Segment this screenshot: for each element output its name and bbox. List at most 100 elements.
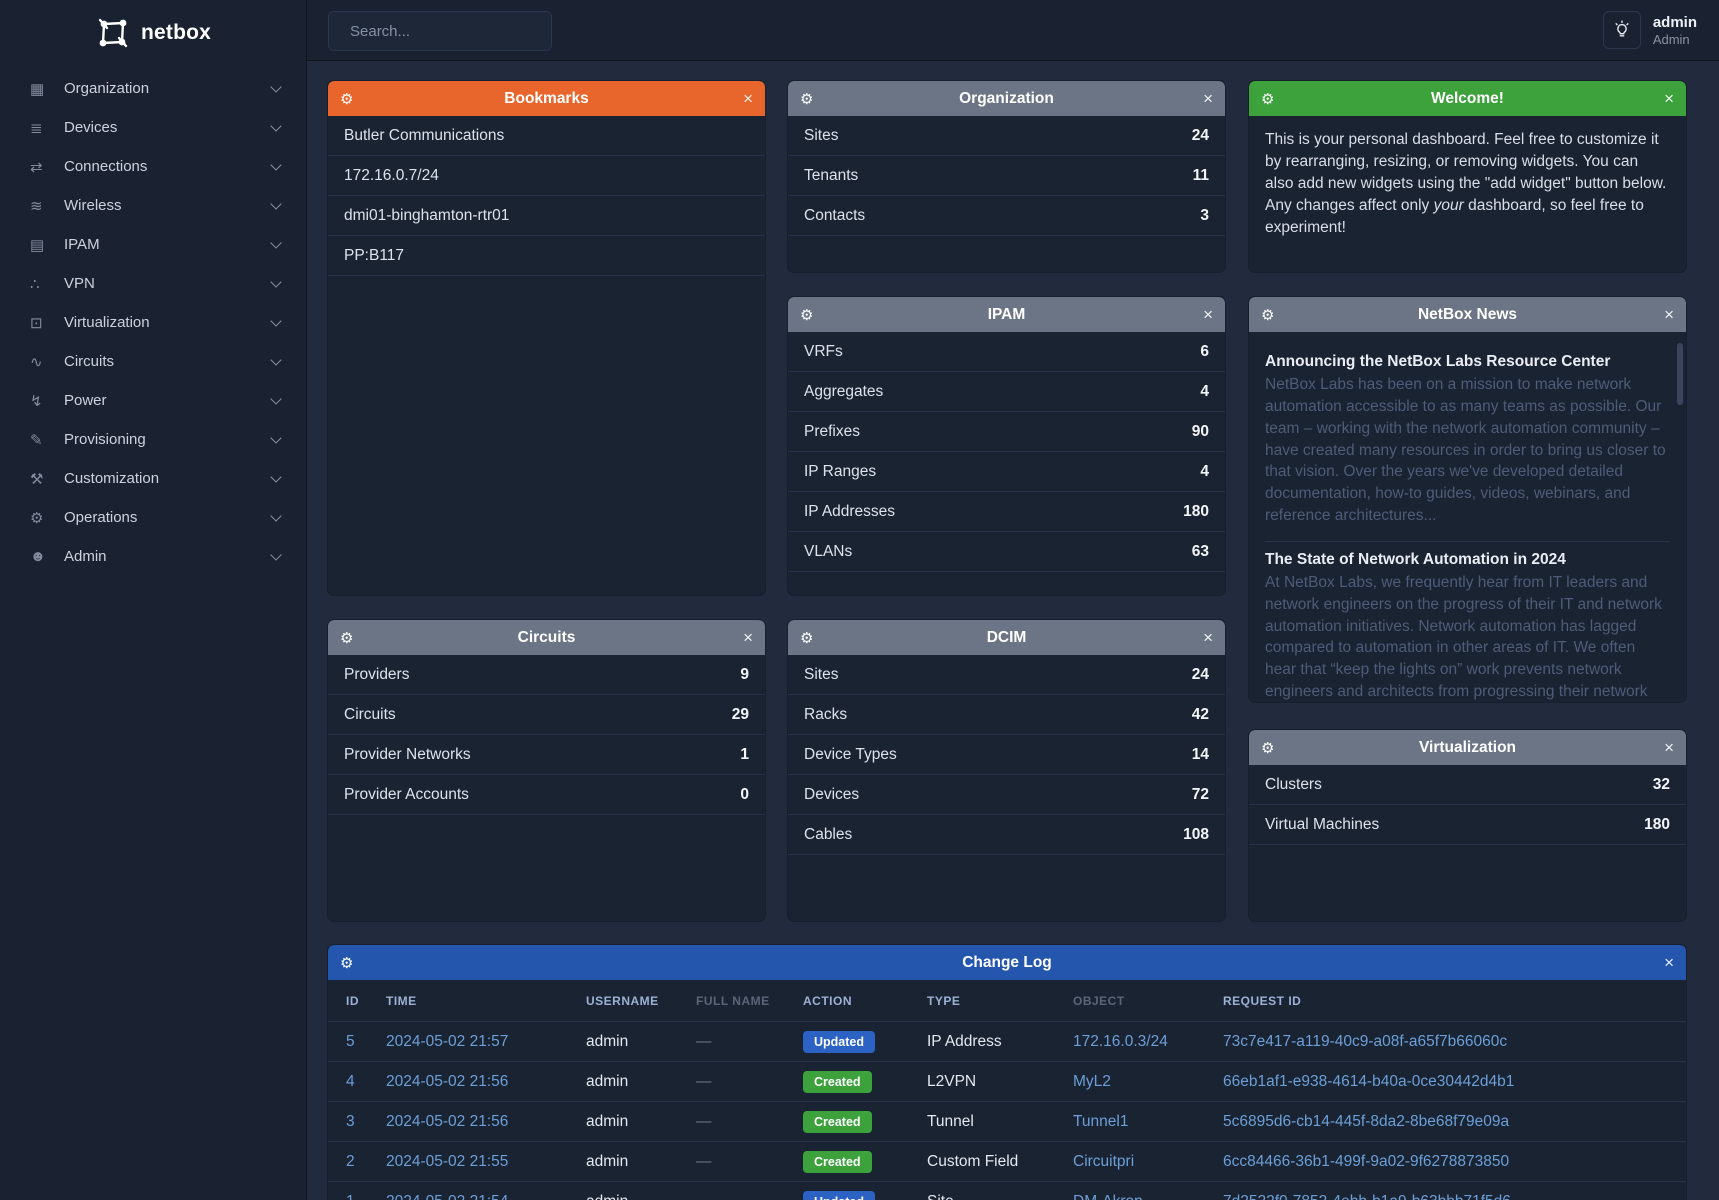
lightbulb-icon <box>1615 20 1629 37</box>
user-meta[interactable]: admin Admin <box>1653 14 1697 47</box>
stat-label[interactable]: IP Ranges <box>804 462 877 480</box>
changelog-request-id-link[interactable]: 5c6895d6-cb14-445f-8da2-8be68f79e09a <box>1223 1112 1510 1130</box>
changelog-header: ⚙ Change Log × <box>328 945 1686 980</box>
stat-label[interactable]: Sites <box>804 126 839 144</box>
gear-icon[interactable]: ⚙ <box>1261 90 1275 108</box>
sidebar-item-provisioning[interactable]: ✎ Provisioning <box>0 420 306 459</box>
gear-icon[interactable]: ⚙ <box>800 629 814 647</box>
sidebar-item-ipam[interactable]: ▤ IPAM <box>0 225 306 264</box>
close-icon[interactable]: × <box>743 628 753 647</box>
column-header[interactable]: TIME <box>386 993 417 1008</box>
changelog-id-link[interactable]: 1 <box>346 1193 386 1200</box>
gear-icon[interactable]: ⚙ <box>340 629 354 647</box>
stat-label[interactable]: Devices <box>804 785 860 803</box>
close-icon[interactable]: × <box>1664 953 1674 972</box>
stat-label[interactable]: IP Addresses <box>804 502 896 520</box>
action-badge: Created <box>803 1150 872 1173</box>
stat-value: 6 <box>1200 342 1209 360</box>
scrollbar-thumb[interactable] <box>1677 343 1683 405</box>
sidebar-item-wireless[interactable]: ≋ Wireless <box>0 186 306 225</box>
changelog-time-link[interactable]: 2024-05-02 21:54 <box>386 1193 586 1200</box>
gear-icon[interactable]: ⚙ <box>800 90 814 108</box>
stat-label[interactable]: Clusters <box>1265 775 1322 793</box>
search-input[interactable] <box>350 22 549 40</box>
changelog-time-link[interactable]: 2024-05-02 21:55 <box>386 1152 509 1170</box>
stat-label[interactable]: VLANs <box>804 542 853 560</box>
sidebar-item-power[interactable]: ↯ Power <box>0 381 306 420</box>
column-header[interactable]: USERNAME <box>586 993 659 1008</box>
stat-label[interactable]: Prefixes <box>804 422 860 440</box>
sidebar-item-circuits[interactable]: ∿ Circuits <box>0 342 306 381</box>
stat-label[interactable]: Virtual Machines <box>1265 815 1380 833</box>
changelog-id-link[interactable]: 3 <box>346 1112 355 1130</box>
changelog-time-link[interactable]: 2024-05-02 21:56 <box>386 1072 509 1090</box>
stat-label[interactable]: VRFs <box>804 342 843 360</box>
sidebar-item-admin[interactable]: ☻ Admin <box>0 537 306 576</box>
changelog-object-link[interactable]: 172.16.0.3/24 <box>1073 1032 1168 1050</box>
changelog-request-id-link[interactable]: 7d2522f0-7852-4ebb-b1a9-b63bbb71f5d6 <box>1223 1193 1670 1200</box>
close-icon[interactable]: × <box>743 89 753 108</box>
bookmark-item[interactable]: dmi01-binghamton-rtr01 <box>328 196 765 236</box>
changelog-id-link[interactable]: 4 <box>346 1072 355 1090</box>
changelog-object-link[interactable]: DM-Akron <box>1073 1193 1223 1200</box>
column-header[interactable]: OBJECT <box>1073 993 1125 1008</box>
close-icon[interactable]: × <box>1664 89 1674 108</box>
bookmark-item[interactable]: PP:B117 <box>328 236 765 276</box>
close-icon[interactable]: × <box>1203 305 1213 324</box>
gear-icon[interactable]: ⚙ <box>1261 739 1275 757</box>
news-list: Announcing the NetBox Labs Resource Cent… <box>1249 332 1686 702</box>
bookmark-item[interactable]: Butler Communications <box>328 116 765 156</box>
close-icon[interactable]: × <box>1203 628 1213 647</box>
stat-label[interactable]: Provider Accounts <box>344 785 469 803</box>
gear-icon[interactable]: ⚙ <box>1261 306 1275 324</box>
close-icon[interactable]: × <box>1203 89 1213 108</box>
news-item-title[interactable]: Announcing the NetBox Labs Resource Cent… <box>1265 353 1611 370</box>
changelog-time-link[interactable]: 2024-05-02 21:56 <box>386 1112 509 1130</box>
column-header[interactable]: FULL NAME <box>696 993 770 1008</box>
bookmark-item[interactable]: 172.16.0.7/24 <box>328 156 765 196</box>
gear-icon[interactable]: ⚙ <box>800 306 814 324</box>
bookmark-label[interactable]: dmi01-binghamton-rtr01 <box>344 206 510 224</box>
stat-label[interactable]: Aggregates <box>804 382 884 400</box>
changelog-object-link[interactable]: MyL2 <box>1073 1072 1111 1090</box>
netbox-logo[interactable]: netbox <box>0 0 306 52</box>
sidebar-item-operations[interactable]: ⚙ Operations <box>0 498 306 537</box>
stat-label[interactable]: Device Types <box>804 745 897 763</box>
changelog-object-link[interactable]: Circuitpri <box>1073 1152 1135 1170</box>
stat-label[interactable]: Tenants <box>804 166 859 184</box>
sidebar-item-devices[interactable]: ≣ Devices <box>0 108 306 147</box>
column-header[interactable]: TYPE <box>927 993 961 1008</box>
bookmark-label[interactable]: PP:B117 <box>344 246 405 264</box>
search-box[interactable] <box>328 11 552 51</box>
gear-icon[interactable]: ⚙ <box>340 954 354 972</box>
changelog-request-id-link[interactable]: 6cc84466-36b1-499f-9a02-9f6278873850 <box>1223 1152 1510 1170</box>
column-header[interactable]: REQUEST ID <box>1223 993 1302 1008</box>
stat-label[interactable]: Circuits <box>344 705 396 723</box>
changelog-time-link[interactable]: 2024-05-02 21:57 <box>386 1032 509 1050</box>
changelog-request-id-link[interactable]: 73c7e417-a119-40c9-a08f-a65f7b66060c <box>1223 1032 1508 1050</box>
stat-label[interactable]: Provider Networks <box>344 745 471 763</box>
theme-toggle-button[interactable] <box>1602 11 1641 49</box>
changelog-id-link[interactable]: 5 <box>346 1032 355 1050</box>
sidebar-item-connections[interactable]: ⇄ Connections <box>0 147 306 186</box>
bookmark-label[interactable]: Butler Communications <box>344 126 505 144</box>
stat-label[interactable]: Sites <box>804 665 839 683</box>
sidebar-item-virtualization[interactable]: ⊡ Virtualization <box>0 303 306 342</box>
stat-label[interactable]: Contacts <box>804 206 866 224</box>
news-item-title[interactable]: The State of Network Automation in 2024 <box>1265 550 1566 568</box>
changelog-request-id-link[interactable]: 66eb1af1-e938-4614-b40a-0ce30442d4b1 <box>1223 1072 1515 1090</box>
column-header[interactable]: ACTION <box>803 993 852 1008</box>
close-icon[interactable]: × <box>1664 738 1674 757</box>
gear-icon[interactable]: ⚙ <box>340 90 354 108</box>
stat-label[interactable]: Cables <box>804 825 853 843</box>
bookmark-label[interactable]: 172.16.0.7/24 <box>344 166 439 184</box>
sidebar-item-vpn[interactable]: ∴ VPN <box>0 264 306 303</box>
stat-label[interactable]: Providers <box>344 665 410 683</box>
close-icon[interactable]: × <box>1664 305 1674 324</box>
sidebar-item-customization[interactable]: ⚒ Customization <box>0 459 306 498</box>
sidebar-item-organization[interactable]: ▦ Organization <box>0 69 306 108</box>
column-header[interactable]: ID <box>346 993 359 1008</box>
stat-label[interactable]: Racks <box>804 705 848 723</box>
changelog-object-link[interactable]: Tunnel1 <box>1073 1112 1129 1130</box>
changelog-id-link[interactable]: 2 <box>346 1152 355 1170</box>
